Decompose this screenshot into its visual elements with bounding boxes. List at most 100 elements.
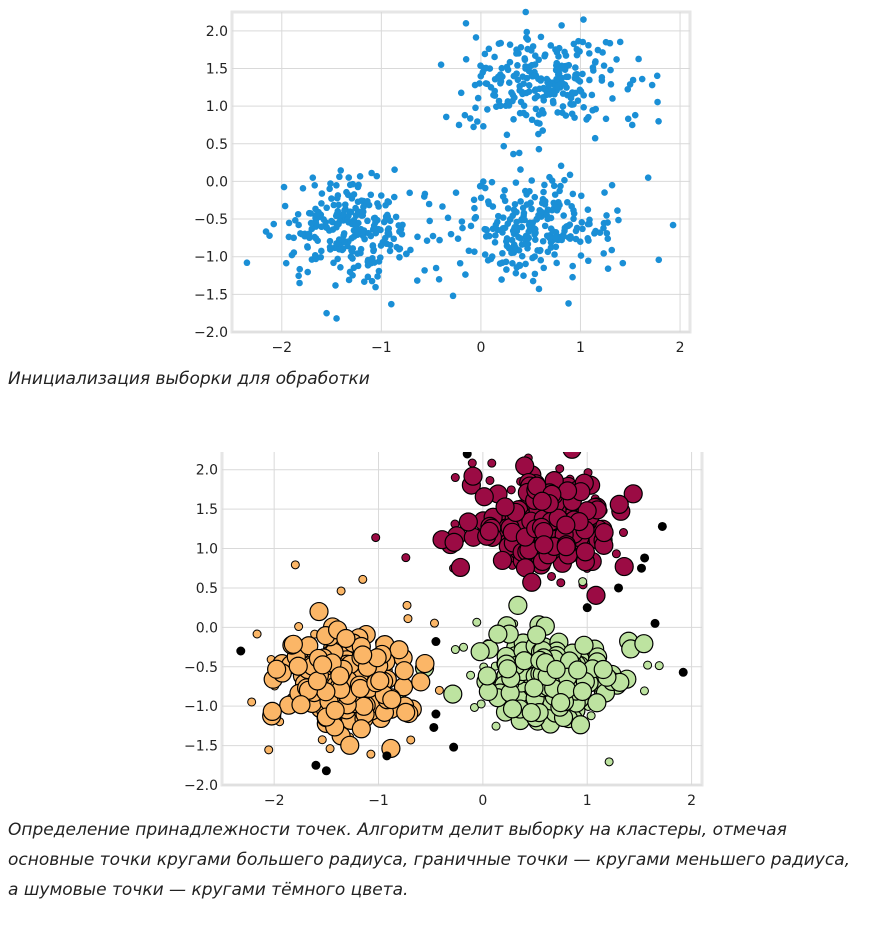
core-point bbox=[634, 634, 654, 654]
x-tick-label: 1 bbox=[583, 793, 592, 809]
data-point bbox=[490, 91, 497, 99]
noise-point bbox=[382, 751, 392, 761]
data-point bbox=[355, 181, 362, 189]
data-point bbox=[552, 243, 560, 251]
caption-clustered: Определение принадлежности точек. Алгори… bbox=[8, 820, 851, 900]
data-point bbox=[529, 219, 537, 227]
data-point bbox=[580, 16, 587, 23]
data-point bbox=[517, 166, 524, 173]
border-point bbox=[336, 586, 346, 596]
data-point bbox=[285, 233, 293, 241]
data-point bbox=[524, 45, 531, 53]
core-point bbox=[479, 521, 499, 541]
data-point bbox=[619, 259, 627, 267]
border-point bbox=[639, 686, 649, 696]
data-point bbox=[531, 193, 539, 201]
data-point bbox=[600, 250, 607, 257]
border-point bbox=[264, 745, 274, 755]
data-point bbox=[396, 253, 403, 261]
core-point bbox=[522, 572, 542, 592]
data-point bbox=[540, 109, 547, 117]
noise-point bbox=[449, 742, 459, 752]
data-point bbox=[340, 237, 348, 245]
data-point bbox=[551, 251, 558, 258]
data-point bbox=[501, 186, 508, 194]
data-point bbox=[391, 166, 398, 173]
core-point bbox=[502, 699, 523, 719]
core-point bbox=[587, 693, 607, 713]
data-point bbox=[608, 181, 616, 189]
core-point bbox=[488, 624, 508, 644]
border-point bbox=[485, 475, 495, 485]
scatter-chart-initial-svg: −2 −1 0 1 2 −2.0 −1.5 −1.0 −0.5 0.0 0.5 1.0 1.5 2.0 bbox=[194, 8, 692, 356]
data-point bbox=[579, 70, 586, 78]
y-tick-label: 1.5 bbox=[206, 61, 228, 77]
core-point bbox=[470, 642, 490, 662]
core-point bbox=[351, 719, 371, 739]
core-point bbox=[495, 497, 515, 517]
y-tick-label: −1.0 bbox=[184, 699, 218, 715]
data-point bbox=[520, 209, 528, 217]
core-point bbox=[556, 515, 576, 535]
data-point bbox=[498, 276, 505, 283]
data-point bbox=[511, 200, 519, 208]
x-tick-label: 0 bbox=[476, 340, 485, 356]
data-point bbox=[447, 230, 455, 238]
data-point bbox=[517, 44, 525, 51]
data-point bbox=[442, 113, 450, 121]
border-point bbox=[467, 458, 477, 468]
core-point bbox=[458, 512, 478, 532]
border-point bbox=[604, 757, 614, 767]
data-point bbox=[311, 181, 319, 189]
data-point bbox=[536, 247, 544, 255]
border-point bbox=[476, 699, 486, 709]
data-point bbox=[644, 174, 652, 181]
data-point bbox=[541, 52, 548, 60]
data-point bbox=[560, 212, 567, 219]
border-point bbox=[401, 553, 411, 563]
core-point bbox=[521, 702, 541, 723]
data-point bbox=[655, 118, 662, 125]
data-point bbox=[565, 300, 572, 307]
core-point bbox=[570, 715, 591, 735]
border-point bbox=[618, 528, 628, 538]
data-point bbox=[533, 215, 541, 223]
data-point bbox=[481, 251, 489, 258]
data-point bbox=[568, 101, 576, 108]
data-point bbox=[635, 55, 642, 63]
data-point bbox=[511, 94, 518, 101]
border-point bbox=[556, 578, 566, 588]
y-tick-label: 0.0 bbox=[196, 620, 218, 636]
data-point bbox=[368, 169, 375, 177]
data-point bbox=[548, 177, 556, 184]
data-point bbox=[549, 97, 557, 105]
border-point bbox=[358, 574, 368, 584]
y-tick-label: 0.5 bbox=[206, 137, 228, 153]
data-point bbox=[519, 73, 527, 80]
core-point bbox=[353, 645, 373, 665]
data-point bbox=[607, 66, 614, 74]
core-point bbox=[267, 659, 287, 679]
data-point bbox=[481, 225, 489, 233]
data-point bbox=[354, 231, 361, 238]
data-point bbox=[390, 235, 398, 243]
data-point bbox=[298, 230, 306, 238]
data-point bbox=[328, 195, 335, 202]
data-point bbox=[333, 182, 340, 189]
data-point bbox=[544, 248, 552, 256]
data-point bbox=[518, 252, 526, 260]
y-tick-label: 2.0 bbox=[206, 24, 228, 40]
noise-point bbox=[582, 603, 592, 613]
data-point bbox=[577, 192, 585, 200]
data-point bbox=[584, 257, 592, 265]
data-point bbox=[498, 64, 506, 72]
data-point bbox=[523, 28, 531, 36]
data-point bbox=[420, 193, 428, 200]
data-point bbox=[538, 208, 545, 216]
data-point bbox=[545, 206, 552, 214]
data-point bbox=[539, 237, 547, 245]
data-point bbox=[471, 215, 479, 222]
data-point bbox=[437, 61, 445, 69]
data-point bbox=[519, 204, 527, 212]
border-point bbox=[434, 685, 444, 695]
